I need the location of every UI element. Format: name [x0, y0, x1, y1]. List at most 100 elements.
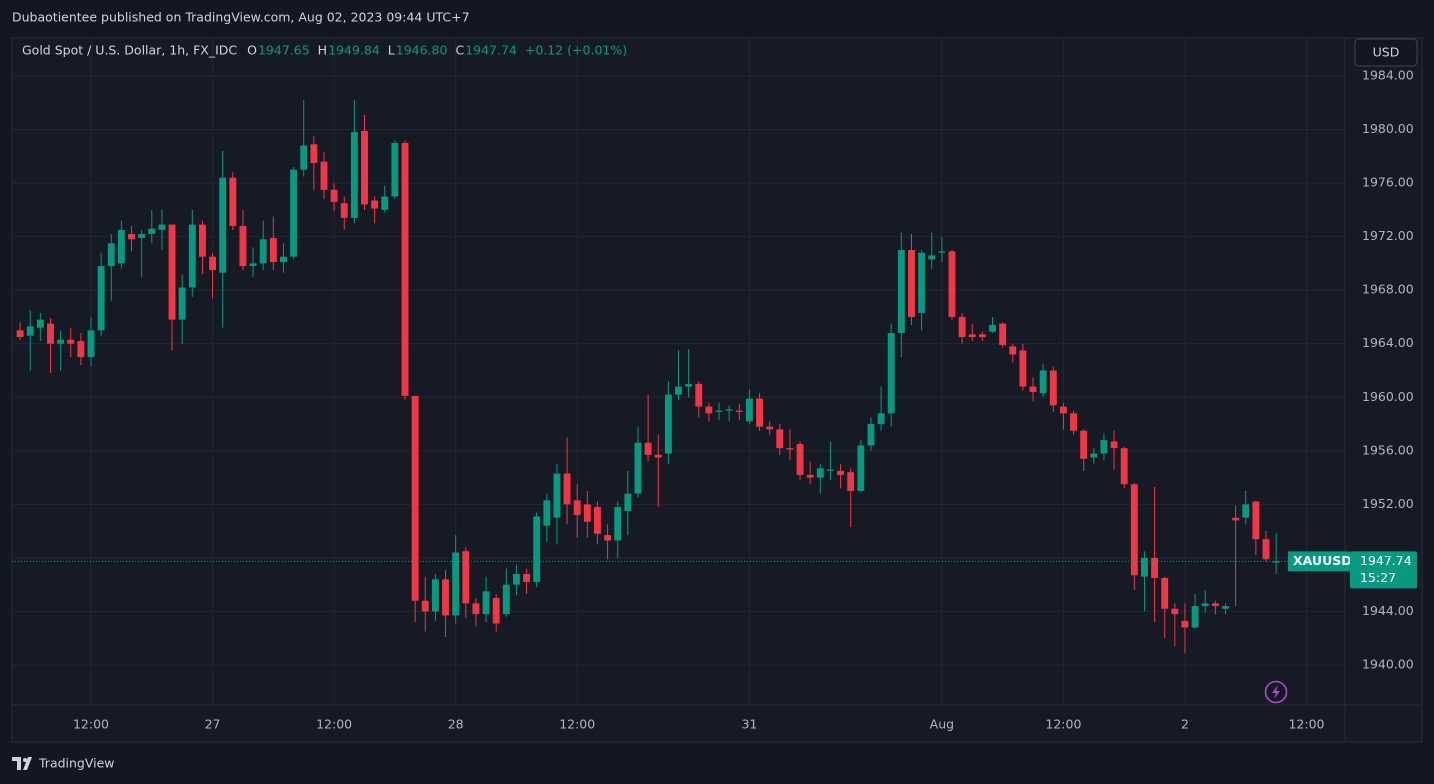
- candle-body: [948, 251, 956, 317]
- candle-body: [1232, 517, 1240, 521]
- candle-body: [462, 551, 470, 604]
- candle-body: [310, 144, 318, 164]
- candle-body: [745, 398, 753, 422]
- candle-body: [1009, 346, 1017, 355]
- candle-body: [826, 469, 834, 471]
- candle-body: [502, 584, 510, 615]
- y-tick-label: 1972.00: [1362, 228, 1414, 243]
- y-tick-label: 1980.00: [1362, 121, 1414, 136]
- candle-body: [725, 409, 733, 411]
- candle-body: [442, 579, 449, 616]
- candle-body: [735, 410, 743, 412]
- x-tick-label: 31: [741, 717, 757, 732]
- candle-body: [1049, 370, 1057, 406]
- candle-body: [938, 251, 946, 253]
- candle-body: [330, 189, 338, 202]
- candle-body: [877, 413, 885, 425]
- candle-body: [1181, 620, 1189, 628]
- candle-body: [1161, 577, 1169, 609]
- candle-body: [97, 266, 105, 331]
- candle-body: [421, 600, 429, 612]
- y-tick-label: 1944.00: [1362, 603, 1414, 618]
- candle-body: [999, 323, 1007, 346]
- price-tag: [1350, 551, 1417, 589]
- x-tick-label: 27: [205, 717, 221, 732]
- ohlc-label: H: [318, 43, 327, 58]
- change: +0.12 (+0.01%): [525, 43, 627, 58]
- y-tick-label: 1952.00: [1362, 496, 1414, 511]
- y-tick-label: 1940.00: [1362, 656, 1414, 671]
- currency[interactable]: USD: [1373, 45, 1400, 60]
- y-tick-label: 1960.00: [1362, 389, 1414, 404]
- ohlc-value: 1947.74: [465, 43, 517, 58]
- candle-body: [573, 500, 581, 516]
- candle-body: [67, 339, 75, 344]
- y-tick-label: 1976.00: [1362, 175, 1414, 190]
- candles: [12, 100, 1345, 653]
- candle-body: [978, 334, 986, 338]
- candle-body: [553, 473, 561, 518]
- grid: [12, 38, 1345, 705]
- candle-body: [806, 474, 814, 478]
- candle-body: [918, 252, 926, 313]
- candle-body: [1140, 557, 1148, 577]
- x-tick-label: 2: [1181, 717, 1189, 732]
- candle-body: [644, 442, 652, 455]
- candle-body: [472, 603, 480, 615]
- ohlc-value: 1947.65: [258, 43, 310, 58]
- candle-body: [1130, 484, 1138, 576]
- alert-circle[interactable]: [1264, 680, 1288, 704]
- x-tick-label: 12:00: [559, 717, 595, 732]
- x-tick-label: 28: [448, 717, 464, 732]
- y-tick-label: 1956.00: [1362, 442, 1414, 457]
- candle-body: [249, 263, 257, 267]
- y-tick-label: 1968.00: [1362, 282, 1414, 297]
- candle-body: [229, 177, 237, 226]
- candle-body: [989, 324, 996, 332]
- candle-body: [1222, 606, 1229, 609]
- candle-body: [259, 239, 267, 264]
- candle-body: [867, 424, 875, 446]
- symbol-tag: [1288, 551, 1350, 572]
- candle-body: [675, 386, 682, 395]
- candle-body: [361, 130, 368, 205]
- candle-body: [624, 493, 632, 512]
- alert-icon[interactable]: [1264, 680, 1288, 704]
- candle-body: [107, 243, 115, 267]
- candle-body: [614, 507, 622, 541]
- x-tick-label: Aug: [930, 717, 954, 732]
- candle-body: [766, 426, 774, 430]
- publisher: Dubaotientee published on TradingView.co…: [12, 10, 470, 25]
- alert-bolt[interactable]: [1272, 685, 1280, 699]
- candle-body: [776, 429, 784, 449]
- candle-body: [523, 573, 531, 582]
- candle-body: [77, 341, 85, 358]
- candle-body: [1211, 603, 1219, 607]
- candle-body: [594, 507, 601, 534]
- candle-body: [604, 535, 612, 541]
- currency-button[interactable]: [1354, 38, 1418, 67]
- candle-body: [1151, 557, 1159, 578]
- candle-body: [543, 500, 551, 526]
- candle-body: [897, 250, 905, 334]
- ohlc-label: C: [455, 43, 464, 58]
- logo: [12, 757, 32, 770]
- candle-body: [968, 334, 976, 338]
- candle-body: [1262, 539, 1270, 560]
- x-tick-label: 12:00: [316, 717, 352, 732]
- candle-body: [1272, 561, 1280, 563]
- candle-body: [26, 326, 34, 336]
- y-tick-label: 1964.00: [1362, 335, 1414, 350]
- candle-body: [847, 472, 855, 491]
- candle-body: [158, 224, 166, 230]
- candle-body: [816, 468, 824, 478]
- candle-body: [654, 454, 662, 458]
- candle-body: [57, 339, 65, 344]
- candle-body: [1191, 606, 1199, 628]
- symbol: Gold Spot / U.S. Dollar, 1h, FX_IDC: [22, 43, 237, 58]
- ohlc-value: 1946.80: [396, 43, 448, 58]
- candle-body: [168, 224, 176, 320]
- y-tick-label: 1984.00: [1362, 68, 1414, 83]
- candle-body: [431, 579, 439, 612]
